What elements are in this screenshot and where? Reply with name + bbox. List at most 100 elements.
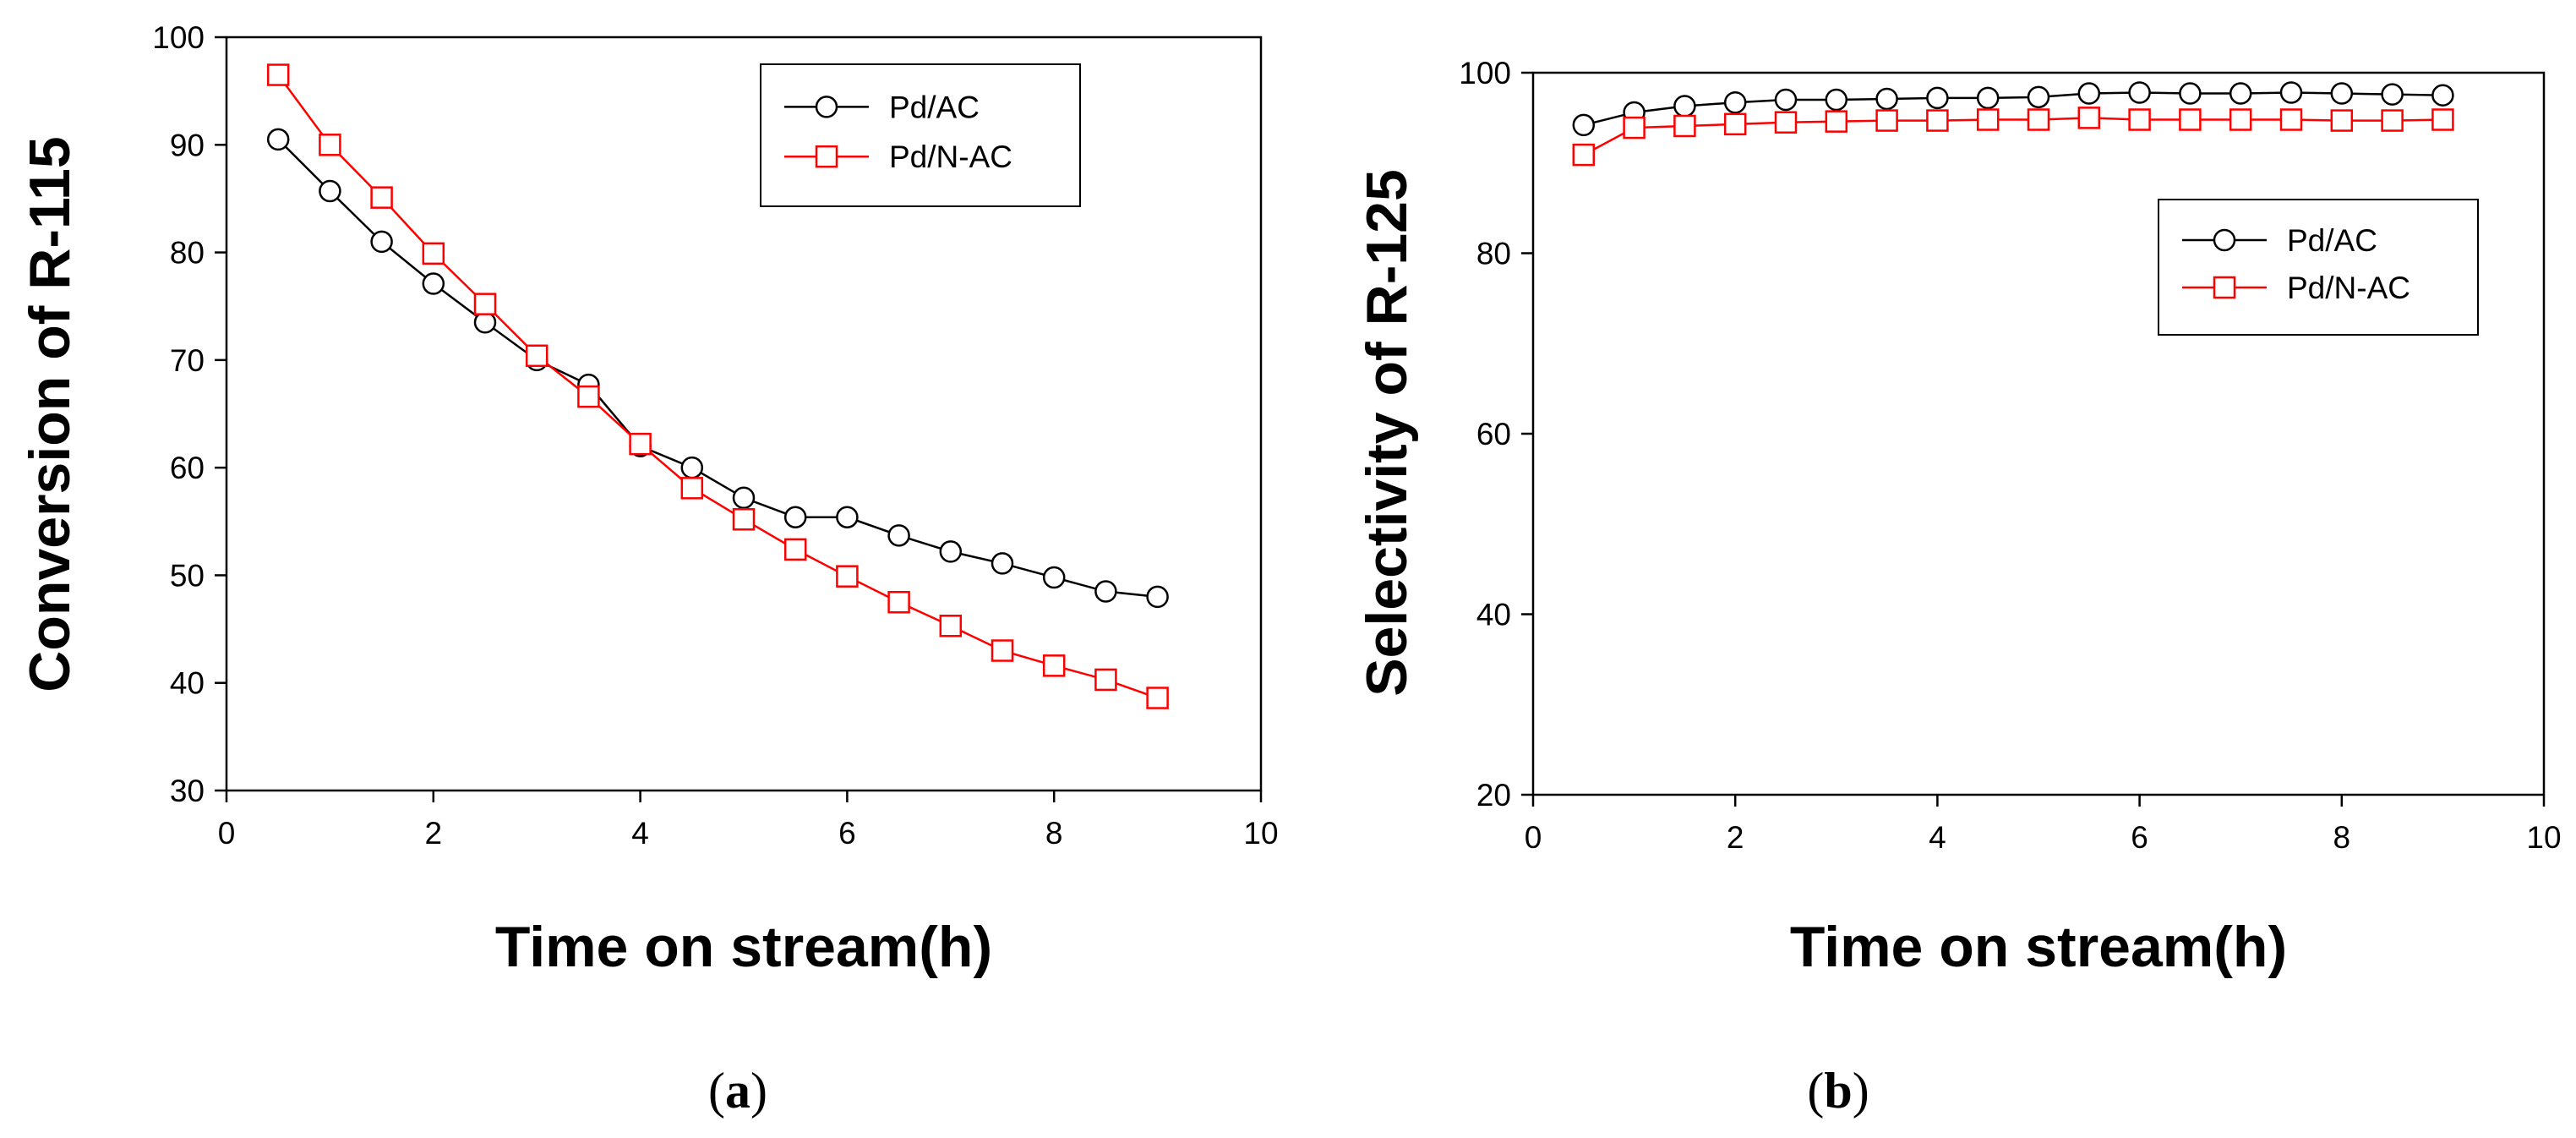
data-point [991,639,1014,662]
data-point [266,128,290,151]
x-tick-label: 4 [1929,820,1946,855]
data-point [266,63,290,86]
data-point [422,242,445,265]
data-point [319,179,341,203]
data-point [1825,88,1848,112]
data-point [680,477,704,500]
data-point [2229,108,2252,131]
y-tick-label: 100 [1459,56,1511,90]
data-point [887,524,910,547]
data-point [2229,82,2252,105]
data-point [422,272,445,295]
series-pd-n-ac [266,63,1169,709]
data-point [783,506,807,528]
data-point [525,344,548,368]
data-point [2330,82,2354,105]
legend-box [760,63,1081,207]
legend-marker [815,96,838,118]
x-tick-label: 8 [1045,816,1063,851]
y-tick-label: 80 [170,236,205,271]
data-point [1572,143,1596,167]
data-point [2128,81,2151,104]
series-line [277,139,1158,599]
data-point [1623,116,1645,140]
data-point [2128,108,2151,131]
data-point [1926,86,1949,110]
y-axis-label: Conversion of R-115 [18,136,82,692]
panel-label-b: (b) [1807,1063,1869,1119]
legend-marker [2213,228,2236,252]
y-tick-label: 60 [1476,417,1511,451]
x-axis-label: Time on stream(h) [495,915,992,979]
chart-selectivity-r125: 0 2 4 6 8 10 20 40 60 80 100 Time on stream(h) Selec… [1355,56,2562,979]
legend: Pd/AC Pd/N-AC [760,63,1081,207]
series-pd-ac [1572,81,2454,137]
data-point [1774,88,1798,112]
data-point [1774,111,1798,134]
data-point [2431,108,2454,131]
legend-marker [815,145,838,168]
data-point [2381,109,2404,132]
x-tick-label: 2 [425,816,443,851]
data-point [1976,108,2000,131]
data-point [680,456,704,479]
data-point [2027,108,2050,131]
data-point [2179,82,2202,105]
x-tick-label: 4 [631,816,649,851]
x-tick-label: 10 [2526,820,2561,855]
data-point [1875,109,1898,132]
x-tick-label: 0 [218,816,236,851]
data-point [1042,566,1066,589]
data-point [783,538,807,561]
legend-box [2158,199,2479,336]
data-point [2077,107,2101,129]
y-tick-label: 90 [170,128,205,162]
data-point [2330,109,2354,132]
y-tick-label: 100 [152,20,205,55]
data-point [1723,112,1747,136]
y-tick-label: 20 [1476,778,1511,812]
data-point [319,134,341,156]
legend-label: Pd/AC [2287,223,2377,258]
series-line [1583,117,2443,156]
data-point [629,432,652,456]
data-point [1825,110,1848,133]
plot-frame [225,36,1263,792]
x-tick-label: 6 [838,816,856,851]
y-axis-label: Selectivity of R-125 [1355,169,1419,697]
legend-label: Pd/AC [889,90,980,124]
data-point [1042,654,1066,677]
data-point [1673,114,1696,138]
data-point [2279,81,2303,104]
x-axis-label: Time on stream(h) [1790,915,2287,979]
data-point [887,591,910,614]
data-point [939,615,963,637]
plot-frame [1531,71,2546,796]
data-point [370,230,393,254]
data-point [1094,668,1117,692]
x-tick-label: 2 [1727,820,1744,855]
x-tick-label: 0 [1525,820,1542,855]
data-point [1572,113,1596,137]
data-point [1976,86,2000,110]
data-point [732,486,756,510]
y-tick-label: 70 [170,343,205,378]
chart-conversion-r115: 0 2 4 6 8 10 30 40 50 60 70 80 90 100 Time on stream(h… [18,20,1279,979]
data-point [577,385,600,408]
panel-label-a: (a) [708,1063,767,1119]
data-point [1146,687,1169,709]
data-point [1146,585,1169,609]
data-point [1875,87,1898,111]
data-point [2027,85,2050,109]
y-tick-label: 30 [170,774,205,808]
y-tick-label: 60 [170,451,205,485]
data-point [939,540,963,563]
y-tick-label: 80 [1476,237,1511,271]
legend-label: Pd/N-AC [2287,271,2410,305]
data-point [2431,84,2454,107]
legend-label: Pd/N-AC [889,140,1012,174]
data-point [1926,109,1949,132]
y-tick-label: 40 [170,666,205,701]
x-tick-label: 6 [2131,820,2148,855]
